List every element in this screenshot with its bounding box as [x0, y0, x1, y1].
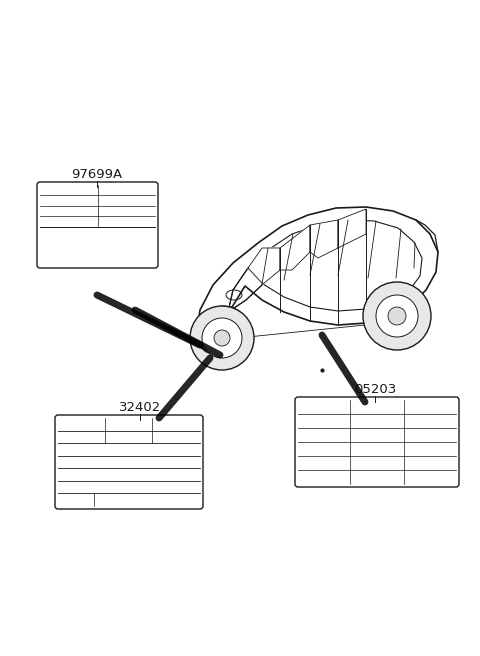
FancyBboxPatch shape	[295, 397, 459, 487]
Polygon shape	[310, 220, 338, 258]
Polygon shape	[338, 209, 366, 248]
Text: 97699A: 97699A	[72, 168, 122, 181]
Circle shape	[202, 318, 242, 358]
Polygon shape	[365, 293, 419, 328]
Circle shape	[376, 295, 418, 337]
Circle shape	[388, 307, 406, 325]
Text: 05203: 05203	[354, 383, 396, 396]
FancyBboxPatch shape	[37, 182, 158, 268]
Circle shape	[363, 282, 431, 350]
Polygon shape	[196, 207, 438, 337]
Text: 32402: 32402	[119, 401, 161, 414]
Circle shape	[190, 306, 254, 370]
Polygon shape	[248, 248, 280, 284]
Circle shape	[214, 330, 230, 346]
FancyBboxPatch shape	[55, 415, 203, 509]
Polygon shape	[280, 225, 310, 270]
Polygon shape	[196, 306, 245, 337]
